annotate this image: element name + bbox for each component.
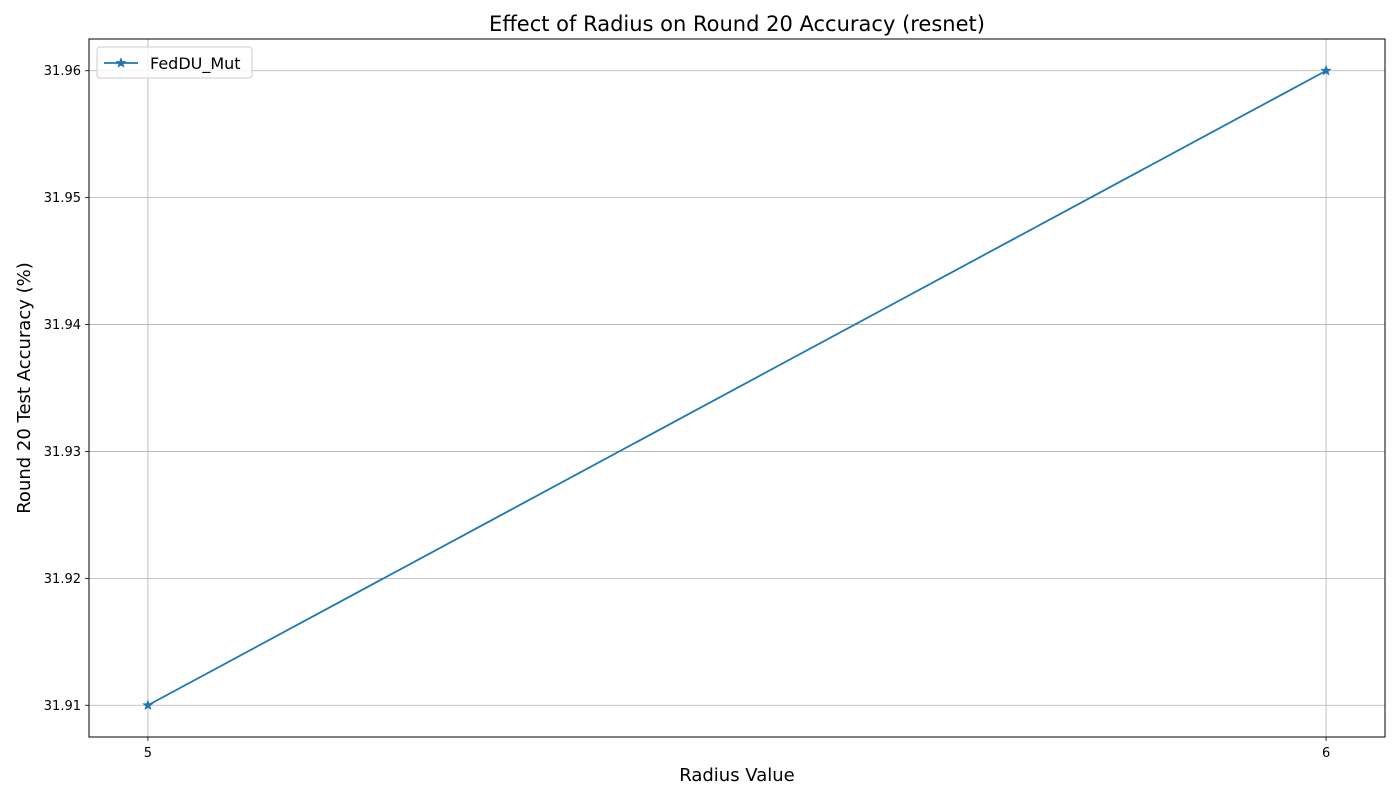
plot-frame <box>88 38 1386 738</box>
data-point-star <box>142 699 154 711</box>
y-tick-label: 31.92 <box>44 572 81 587</box>
legend: FedDU_Mut <box>96 46 253 79</box>
x-tick-label: 6 <box>1322 746 1330 761</box>
y-tick-label: 31.91 <box>44 699 81 714</box>
legend-label: FedDU_Mut <box>150 54 241 74</box>
series-line <box>147 69 1327 707</box>
ticks: 5 6 31.91 31.92 31.93 31.94 31.95 31.96 <box>44 64 1330 761</box>
y-tick-label: 31.94 <box>44 318 81 333</box>
x-tick-label: 5 <box>144 746 152 761</box>
y-tick-label: 31.96 <box>44 64 81 79</box>
legend-box <box>96 46 253 79</box>
grid <box>89 39 1385 737</box>
y-axis-title: Round 20 Test Accuracy (%) <box>14 262 35 514</box>
y-tick-label: 31.95 <box>44 191 81 206</box>
data-point-star <box>1320 64 1332 76</box>
x-axis-title: Radius Value <box>679 765 795 786</box>
chart-title: Effect of Radius on Round 20 Accuracy (r… <box>489 12 985 36</box>
legend-marker-star <box>115 57 127 68</box>
y-tick-label: 31.93 <box>44 445 81 460</box>
series-layer <box>142 64 1332 711</box>
